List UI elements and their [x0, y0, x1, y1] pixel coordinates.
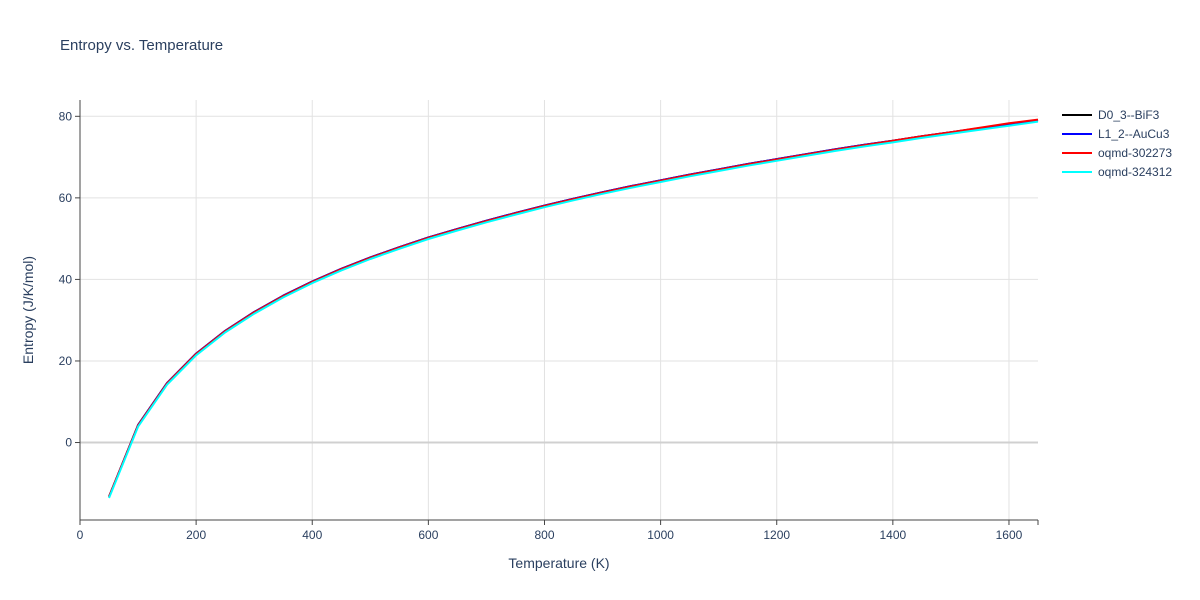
axes-layer: 0 200 400 600 800 1000 1200 1400 1600 0 20 40 60 80 — [59, 100, 1039, 542]
x-tick-label: 1200 — [763, 528, 790, 542]
series-line-d0-3-bif3 — [108, 119, 1039, 498]
legend-item[interactable]: L1_2--AuCu3 — [1062, 127, 1170, 141]
series-layer — [108, 118, 1039, 499]
legend-label: D0_3--BiF3 — [1098, 108, 1160, 122]
chart-title: Entropy vs. Temperature — [60, 37, 223, 54]
series-line-oqmd-324312 — [108, 120, 1039, 499]
series-line-oqmd-302273 — [108, 118, 1039, 498]
y-tick-label: 60 — [59, 191, 73, 205]
grid-layer — [80, 100, 1038, 520]
x-tick-label: 800 — [534, 528, 554, 542]
x-tick-label: 0 — [77, 528, 84, 542]
legend-label: L1_2--AuCu3 — [1098, 127, 1170, 141]
y-tick-label: 20 — [59, 354, 73, 368]
legend-item[interactable]: D0_3--BiF3 — [1062, 108, 1160, 122]
legend[interactable]: D0_3--BiF3 L1_2--AuCu3 oqmd-302273 oqmd-324… — [1062, 108, 1172, 179]
x-tick-label: 600 — [418, 528, 438, 542]
x-axis-label: Temperature (K) — [508, 555, 609, 571]
y-tick-label: 40 — [59, 272, 73, 286]
x-tick-label: 1600 — [996, 528, 1023, 542]
series-line-l1-2-aucu3 — [108, 119, 1039, 498]
legend-item[interactable]: oqmd-302273 — [1062, 146, 1172, 160]
legend-label: oqmd-324312 — [1098, 165, 1172, 179]
x-tick-label: 1000 — [647, 528, 674, 542]
x-tick-label: 1400 — [879, 528, 906, 542]
x-tick-label: 200 — [186, 528, 206, 542]
y-tick-label: 0 — [65, 436, 72, 450]
legend-item[interactable]: oqmd-324312 — [1062, 165, 1172, 179]
x-tick-label: 400 — [302, 528, 322, 542]
legend-label: oqmd-302273 — [1098, 146, 1172, 160]
y-axis-label: Entropy (J/K/mol) — [20, 256, 36, 364]
y-tick-label: 80 — [59, 109, 73, 123]
